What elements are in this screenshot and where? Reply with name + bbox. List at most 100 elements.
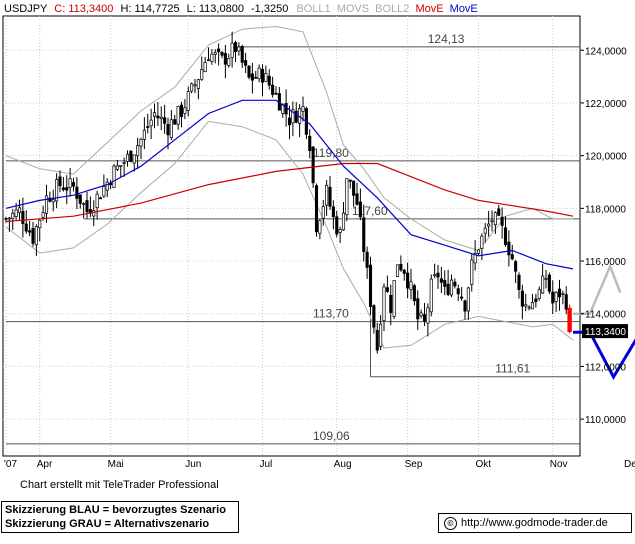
candle-body: [159, 116, 163, 120]
candle-body: [41, 212, 45, 218]
candle-body: [466, 287, 470, 312]
candle-body: [551, 291, 555, 304]
candle-body: [61, 187, 65, 190]
candle-body: [510, 254, 514, 260]
preferred-scenario-path: [573, 330, 635, 381]
candle-body: [28, 230, 32, 233]
candle-body: [274, 92, 278, 95]
candle-body: [503, 227, 508, 246]
candle-body: [480, 235, 484, 249]
candle-body: [493, 212, 497, 226]
candle-body: [362, 217, 366, 252]
candle-body: [250, 73, 254, 81]
candle-body: [429, 278, 433, 313]
candle-body: [456, 288, 460, 295]
candle-body: [331, 206, 335, 218]
y-tick-label: 114,0000: [585, 310, 626, 321]
indicator-move-red: MovE: [415, 3, 443, 15]
candle-body: [325, 184, 329, 206]
candle-body: [152, 112, 157, 117]
x-tick-label: Nov: [550, 459, 568, 470]
candle-body: [409, 281, 413, 291]
candle-body: [95, 193, 99, 208]
candle-body: [436, 272, 440, 278]
candle-body: [301, 106, 305, 112]
change-label: -1,3250: [251, 3, 288, 15]
candle-body: [541, 275, 545, 294]
close-label: C: 113,3400: [54, 3, 113, 15]
candle-body: [11, 212, 15, 220]
candle-body: [412, 285, 416, 302]
candle-body: [402, 269, 406, 274]
x-tick-label: Jun: [185, 459, 201, 470]
candle-body: [294, 110, 298, 123]
candle-body: [176, 105, 180, 125]
candle-body: [348, 179, 352, 182]
candle-body: [530, 302, 535, 310]
candle-body: [48, 197, 52, 202]
candle-body: [524, 304, 528, 307]
plot-frame: [2, 15, 581, 457]
source-url-box[interactable]: © http://www.godmode-trader.de: [438, 513, 632, 533]
x-tick-label: Okt: [476, 459, 492, 470]
candle-body: [453, 281, 457, 287]
moving-average-fast-line: [5, 99, 574, 270]
candle-body: [368, 264, 373, 307]
candle-body: [392, 280, 396, 317]
x-tick-label: Mai: [108, 459, 124, 470]
moving-average-slow-line: [5, 162, 574, 223]
candle-body: [193, 84, 197, 87]
candle-body: [422, 314, 427, 322]
candle-body: [78, 194, 82, 204]
bollinger-lower-line: [5, 120, 574, 349]
candle-body: [92, 210, 96, 217]
x-tick-label: Jul: [260, 459, 273, 470]
candle-body: [213, 52, 217, 55]
symbol-label: USDJPY: [4, 3, 48, 15]
level-label: 109,06: [313, 429, 350, 443]
candle-body: [34, 226, 38, 246]
candle-body: [169, 119, 173, 139]
candle-body: [352, 180, 356, 196]
y-tick-label: 118,0000: [585, 204, 626, 215]
y-tick-label: 120,0000: [585, 152, 627, 163]
indicator-move-blue: MovE: [450, 3, 478, 15]
candle-body: [102, 186, 106, 197]
candle-body: [203, 62, 207, 73]
candle-body: [358, 201, 362, 218]
candle-body: [537, 289, 541, 300]
candle-body: [7, 217, 11, 220]
candle-body: [136, 145, 140, 157]
candle-body: [247, 65, 251, 78]
candle-body: [487, 223, 491, 227]
candle-body: [476, 249, 481, 254]
candle-body: [163, 117, 167, 124]
candle-body: [470, 259, 474, 285]
chart-credit: Chart erstellt mit TeleTrader Profession…: [20, 479, 219, 491]
last-price-label: 113,3400: [585, 327, 626, 338]
candle-body: [382, 286, 386, 321]
scenario-legend: Skizzierung BLAU = bevorzugtes Szenario …: [1, 501, 239, 533]
candle-body: [308, 135, 312, 151]
copyright-icon: ©: [444, 517, 457, 530]
source-url[interactable]: http://www.godmode-trader.de: [461, 517, 608, 529]
candle-body: [254, 76, 258, 79]
candle-body: [129, 150, 133, 162]
candle-body: [314, 185, 319, 233]
candle-body: [240, 46, 244, 63]
candle-body: [237, 46, 241, 52]
candle-body: [14, 209, 18, 217]
candle-body: [51, 199, 55, 203]
x-tick-label: Aug: [334, 459, 352, 470]
level-label: 113,70: [313, 307, 349, 321]
candle-body: [557, 288, 562, 298]
candle-body: [561, 292, 565, 295]
x-tick-label: '07: [4, 459, 17, 470]
y-tick-label: 110,0000: [585, 415, 626, 426]
candle-body: [264, 73, 268, 82]
candle-body: [291, 109, 295, 124]
candle-body: [149, 119, 153, 127]
candle-body: [139, 138, 143, 147]
candle-body: [166, 124, 170, 136]
